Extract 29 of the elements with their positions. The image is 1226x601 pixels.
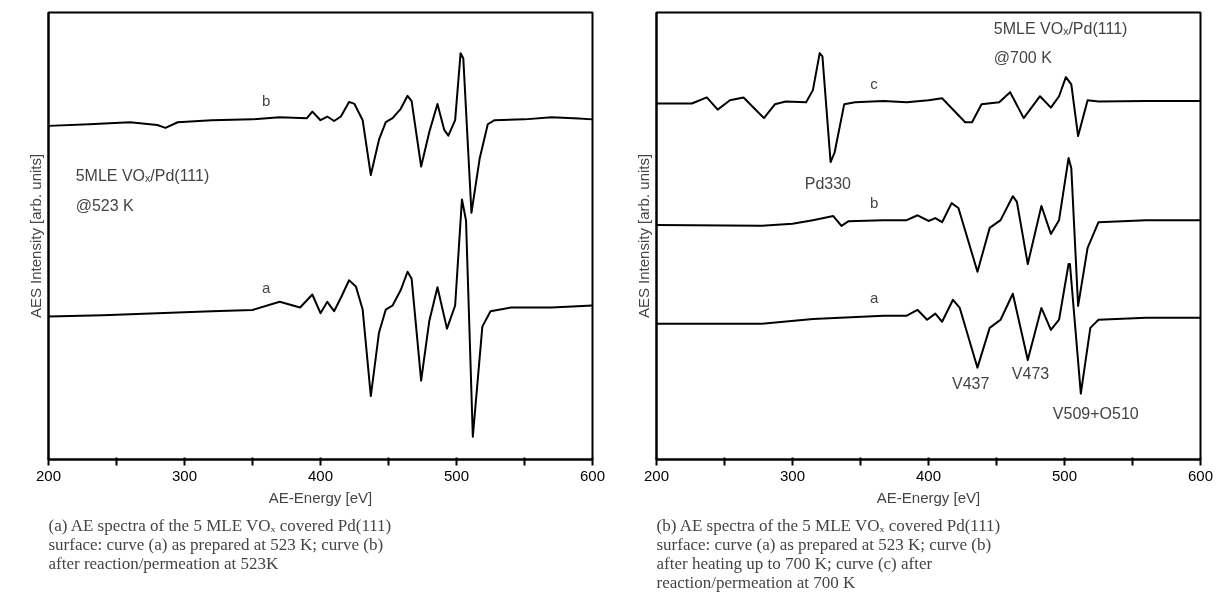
x-axis-title: AE-Energy [eV] xyxy=(268,488,373,506)
annotation: V437 xyxy=(951,375,990,393)
x-tick-label: 300 xyxy=(171,466,198,484)
x-tick-label: 600 xyxy=(579,466,606,484)
annotation: V509+O510 xyxy=(1052,405,1139,423)
x-tick-label: 200 xyxy=(35,466,62,484)
text: 5MLE VOₓ/Pd(111) xyxy=(993,20,1128,38)
x-tick-label: 300 xyxy=(779,466,806,484)
series-label: a xyxy=(261,279,271,297)
y-axis-title: AES Intensity [arb. units] xyxy=(26,153,44,319)
x-tick-label: 500 xyxy=(1051,466,1078,484)
y-axis-title: AES Intensity [arb. units] xyxy=(634,153,652,319)
series-label: b xyxy=(261,91,271,109)
x-tick-label: 400 xyxy=(915,466,942,484)
annotation: V473 xyxy=(1011,365,1050,383)
annotation: 5MLE VOₓ/Pd(111) xyxy=(75,166,210,184)
annotation: @523 K xyxy=(75,197,135,215)
series-label: b xyxy=(869,193,879,211)
x-tick-label: 500 xyxy=(443,466,470,484)
x-tick-label: 600 xyxy=(1187,466,1214,484)
text: (b) AE spectra of the 5 MLE VOₓ covered Pd(111) surface: curve (a) as prepared at 523 K; curve (b) after heating up to 700 K; curve (c) after reaction/permeation at 700 K xyxy=(656,515,1001,592)
text: (a) AE spectra of the 5 MLE VOₓ covered Pd(111) surface: curve (a) as prepared at 523 K; curve (b) after reaction/permeation at 523K xyxy=(48,515,392,573)
series-label: c xyxy=(870,74,879,92)
x-tick-label: 400 xyxy=(307,466,334,484)
annotation: @700 K xyxy=(993,48,1053,66)
series-label: a xyxy=(869,289,879,307)
x-axis-title: AE-Energy [eV] xyxy=(876,488,981,506)
x-tick-label: 200 xyxy=(643,466,670,484)
annotation: Pd330 xyxy=(804,175,852,193)
